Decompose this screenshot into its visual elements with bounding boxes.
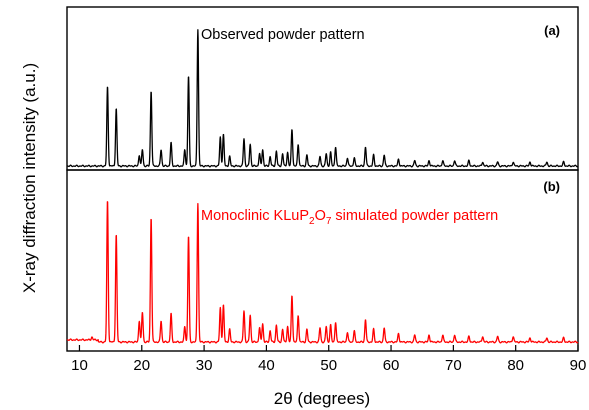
x-tick-label: 30 bbox=[196, 357, 213, 374]
panel-a-tag: (a) bbox=[544, 23, 560, 38]
x-axis-ticks: 10 20 30 40 50 60 70 80 90 bbox=[71, 345, 586, 374]
label-subscript-2: 2 bbox=[309, 216, 315, 227]
panel-b-tag: (b) bbox=[543, 179, 560, 194]
simulated-pattern-trace bbox=[66, 201, 579, 344]
x-tick-label: 40 bbox=[258, 357, 275, 374]
x-tick-label: 90 bbox=[570, 357, 587, 374]
x-tick-label: 70 bbox=[445, 357, 462, 374]
label-subscript-7: 7 bbox=[326, 216, 332, 227]
x-tick-label: 10 bbox=[71, 357, 88, 374]
observed-pattern-label: Observed powder pattern bbox=[201, 27, 365, 43]
x-tick-label: 20 bbox=[133, 357, 150, 374]
x-tick-label: 80 bbox=[507, 357, 524, 374]
label-part-oxygen: O bbox=[315, 208, 326, 224]
label-part-tail: simulated powder pattern bbox=[331, 208, 498, 224]
label-part-base: Monoclinic KLuP bbox=[201, 208, 309, 224]
x-axis-title: 2θ (degrees) bbox=[274, 389, 370, 408]
x-tick-label: 60 bbox=[383, 357, 400, 374]
simulated-pattern-label: Monoclinic KLuP2O7 simulated powder patt… bbox=[201, 208, 498, 227]
observed-pattern-trace bbox=[66, 29, 579, 168]
y-axis-title: X-ray diffraction intensity (a.u.) bbox=[20, 63, 39, 293]
x-tick-label: 50 bbox=[320, 357, 337, 374]
panel-b-frame bbox=[66, 169, 579, 352]
